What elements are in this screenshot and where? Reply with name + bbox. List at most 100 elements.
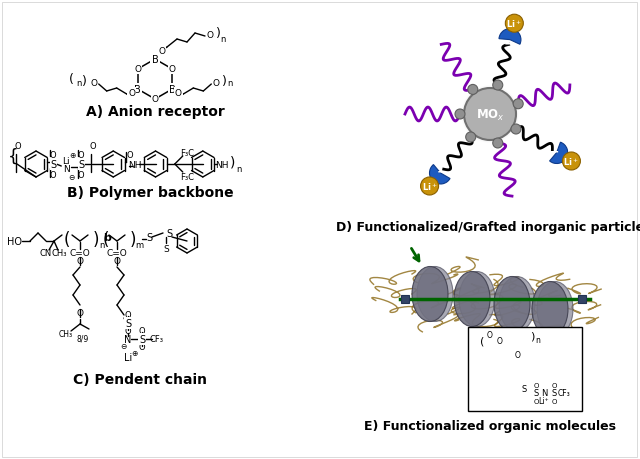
Text: O: O <box>497 337 503 346</box>
Text: ): ) <box>222 74 227 87</box>
FancyBboxPatch shape <box>401 295 410 304</box>
Text: N: N <box>124 334 132 344</box>
Text: −: − <box>437 165 448 178</box>
Ellipse shape <box>499 277 535 332</box>
Text: O: O <box>78 170 84 179</box>
Ellipse shape <box>532 282 568 337</box>
FancyBboxPatch shape <box>578 295 586 304</box>
Text: (: ( <box>69 73 74 86</box>
Text: ⊖: ⊖ <box>68 172 74 181</box>
Text: ⊕: ⊕ <box>69 151 76 160</box>
Text: NH: NH <box>215 160 228 169</box>
Text: O: O <box>125 327 131 336</box>
Text: B: B <box>169 85 176 95</box>
Text: S: S <box>522 385 527 394</box>
Text: F₃C: F₃C <box>180 172 194 181</box>
Text: O: O <box>50 170 56 179</box>
Circle shape <box>478 103 502 127</box>
Text: 8/9: 8/9 <box>77 334 89 343</box>
Text: O: O <box>533 382 539 388</box>
Text: O: O <box>90 79 97 88</box>
Text: O: O <box>126 150 133 159</box>
Text: −: − <box>504 37 515 50</box>
Text: B: B <box>152 55 158 65</box>
Ellipse shape <box>537 282 573 337</box>
Text: Li$^+$: Li$^+$ <box>563 156 579 168</box>
Text: O: O <box>515 351 521 360</box>
Circle shape <box>476 101 504 129</box>
Text: B) Polymer backbone: B) Polymer backbone <box>67 185 234 200</box>
Text: (: ( <box>480 336 484 346</box>
Circle shape <box>513 100 523 110</box>
Text: O: O <box>139 343 145 352</box>
Text: O: O <box>90 142 97 151</box>
Text: CF₃: CF₃ <box>557 389 570 397</box>
Circle shape <box>486 111 494 119</box>
Text: Li⁺: Li⁺ <box>539 397 549 406</box>
Text: S: S <box>166 229 172 239</box>
Circle shape <box>472 97 508 133</box>
Text: C=O: C=O <box>107 249 127 258</box>
Text: B: B <box>134 85 141 95</box>
Text: O: O <box>125 311 131 320</box>
Wedge shape <box>499 29 521 45</box>
Text: S: S <box>533 389 539 397</box>
Text: n: n <box>76 79 81 88</box>
Circle shape <box>420 178 438 196</box>
Text: O: O <box>551 398 557 404</box>
Circle shape <box>470 95 510 134</box>
Text: O: O <box>487 331 493 340</box>
Text: ): ) <box>530 331 534 341</box>
Text: O: O <box>15 142 21 151</box>
Ellipse shape <box>459 272 495 327</box>
Text: HO: HO <box>6 236 22 246</box>
Text: (: ( <box>103 230 109 248</box>
Text: n: n <box>536 336 540 345</box>
Text: C) Pendent chain: C) Pendent chain <box>73 372 207 386</box>
Circle shape <box>455 110 465 120</box>
Ellipse shape <box>412 267 448 322</box>
Text: S: S <box>146 233 152 242</box>
Text: CN: CN <box>40 249 52 258</box>
Text: N: N <box>63 165 70 174</box>
Text: E) Functionalized organic molecules: E) Functionalized organic molecules <box>364 420 616 432</box>
Text: (: ( <box>64 230 70 248</box>
Circle shape <box>482 107 498 123</box>
Text: S: S <box>78 160 84 170</box>
Text: O: O <box>77 257 83 266</box>
Ellipse shape <box>494 277 530 332</box>
Text: S: S <box>125 318 131 328</box>
Text: MO$_x$: MO$_x$ <box>476 107 504 122</box>
Text: ): ) <box>230 156 236 170</box>
Text: n: n <box>228 79 233 88</box>
Wedge shape <box>429 165 450 185</box>
Circle shape <box>484 109 496 121</box>
Circle shape <box>493 139 503 149</box>
Text: CH₃: CH₃ <box>51 249 67 258</box>
Text: CF₃: CF₃ <box>150 335 164 344</box>
Text: n: n <box>220 34 226 44</box>
Text: A) Anion receptor: A) Anion receptor <box>86 105 225 119</box>
Circle shape <box>563 153 580 171</box>
Text: N: N <box>541 389 547 397</box>
Text: O: O <box>152 95 159 104</box>
Text: O: O <box>50 150 56 159</box>
Text: b: b <box>103 233 111 242</box>
Text: O: O <box>77 309 83 318</box>
Text: CH₃: CH₃ <box>59 330 73 339</box>
Text: −: − <box>549 145 559 158</box>
Text: NH: NH <box>128 160 141 169</box>
Circle shape <box>464 89 516 141</box>
Text: Li: Li <box>63 156 70 165</box>
Text: Li$^+$: Li$^+$ <box>422 181 438 192</box>
Ellipse shape <box>417 267 453 322</box>
Circle shape <box>466 133 476 143</box>
Text: ): ) <box>216 28 220 40</box>
Text: S: S <box>139 334 145 344</box>
Text: F₃C: F₃C <box>180 148 194 157</box>
Text: O: O <box>207 31 214 40</box>
Circle shape <box>462 87 518 143</box>
Text: n: n <box>236 165 242 174</box>
Circle shape <box>511 125 521 134</box>
Text: O: O <box>128 88 135 97</box>
